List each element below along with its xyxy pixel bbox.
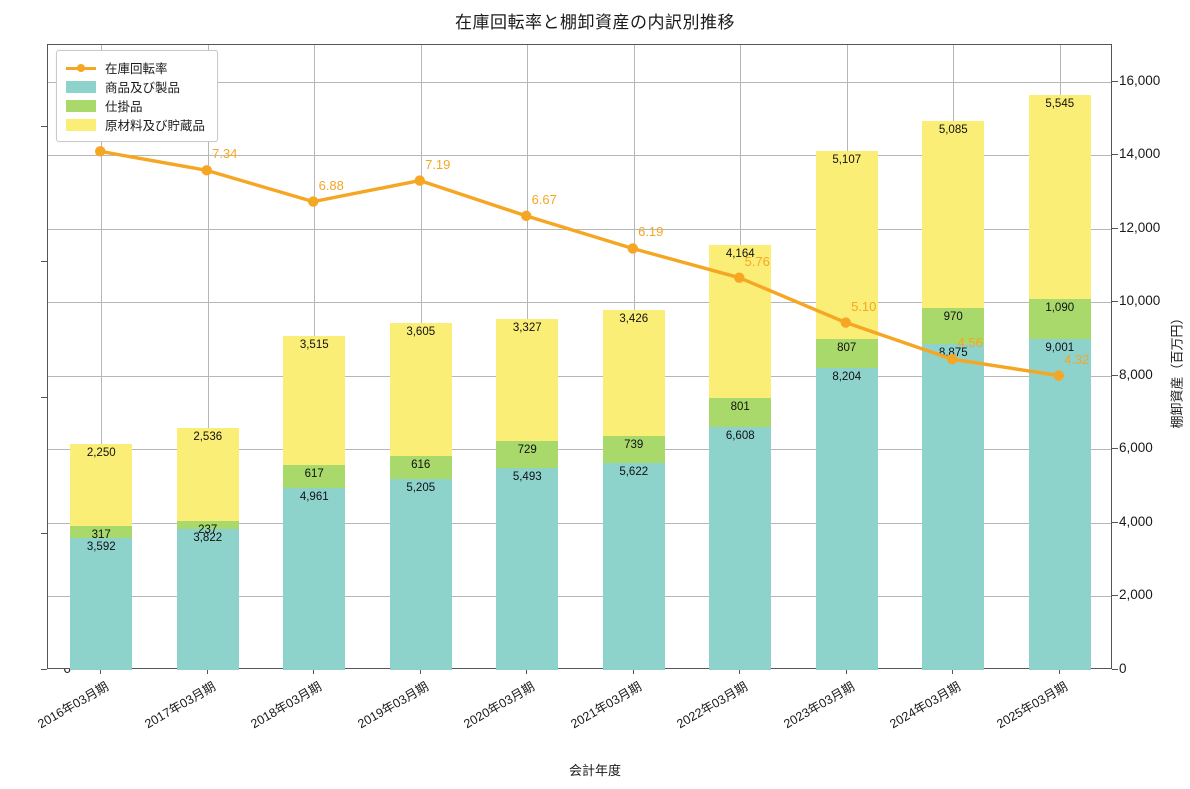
legend-swatch <box>66 99 96 112</box>
bar-segment[interactable] <box>70 526 133 538</box>
bar-segment[interactable] <box>176 529 239 670</box>
x-axis-label: 会計年度 <box>568 763 621 778</box>
x-tickmark <box>952 669 954 674</box>
x-tick-label: 2025年03月期 <box>994 679 1070 732</box>
legend-item[interactable]: 原材料及び貯蔵品 <box>66 115 205 134</box>
y-tick-right: 6,000 <box>1119 440 1153 456</box>
legend-swatch <box>66 118 96 131</box>
gridline-horizontal <box>48 449 1111 451</box>
y-tickmark-right <box>1112 374 1118 376</box>
x-tick-label: 2019年03月期 <box>355 679 431 732</box>
bar-segment[interactable] <box>389 455 452 479</box>
bar-segment[interactable] <box>922 121 985 309</box>
y-tickmark-right <box>1112 301 1118 303</box>
y-tickmark-left <box>41 669 47 670</box>
legend-line-icon <box>66 62 96 74</box>
line-value-label: 6.67 <box>531 191 557 207</box>
bar-segment[interactable] <box>283 487 346 670</box>
bar-segment[interactable] <box>70 443 133 527</box>
bar-segment[interactable] <box>709 397 772 428</box>
x-tickmark <box>526 669 528 674</box>
legend-label: 原材料及び貯蔵品 <box>105 119 206 133</box>
legend-item[interactable]: 仕掛品 <box>66 96 205 115</box>
x-tickmark <box>313 669 315 674</box>
line-value-label: 6.19 <box>638 224 664 240</box>
bar-segment[interactable] <box>389 323 452 456</box>
y-tick-right: 14,000 <box>1119 146 1161 162</box>
y-tickmark-left <box>41 261 47 263</box>
bar-segment[interactable] <box>1028 299 1091 340</box>
x-tick-label: 2018年03月期 <box>248 679 325 732</box>
line-value-label: 5.10 <box>851 298 877 314</box>
y-tickmark-left <box>41 397 47 399</box>
bar-segment[interactable] <box>283 335 346 465</box>
x-tick-label: 2017年03月期 <box>142 679 218 732</box>
bar-segment[interactable] <box>70 537 133 670</box>
bar-segment[interactable] <box>496 441 559 469</box>
y-tickmark-left <box>41 125 47 127</box>
bar-segment[interactable] <box>496 318 559 442</box>
bar-segment[interactable] <box>602 463 665 670</box>
y-tick-right: 2,000 <box>1119 587 1153 603</box>
y-tickmark-right <box>1112 595 1118 597</box>
legend-swatch <box>66 80 96 93</box>
x-tickmark <box>419 669 421 674</box>
bar-segment[interactable] <box>1028 95 1091 299</box>
y-tick-right: 4,000 <box>1119 513 1153 529</box>
line-value-label: 4.56 <box>957 335 983 351</box>
x-tick-label: 2021年03月期 <box>568 679 644 732</box>
line-value-label: 5.76 <box>744 253 770 269</box>
y-tick-right: 0 <box>1119 661 1127 676</box>
y-tick-right: 8,000 <box>1119 366 1153 382</box>
chart-title: 在庫回転率と棚卸資産の内訳別推移 <box>455 13 735 32</box>
y-tick-right: 10,000 <box>1119 293 1161 309</box>
chart-legend: 在庫回転率商品及び製品 仕掛品原材料及び貯蔵品 <box>56 50 219 142</box>
bar-segment[interactable] <box>176 427 239 521</box>
x-tick-label: 2016年03月期 <box>35 679 112 732</box>
legend-item[interactable]: 在庫回転率 <box>66 58 205 77</box>
bar-segment[interactable] <box>815 368 878 670</box>
bar-segment[interactable] <box>389 478 452 670</box>
x-tick-label: 2023年03月期 <box>781 679 857 732</box>
legend-item[interactable]: 商品及び製品 <box>66 77 205 96</box>
bar-segment[interactable] <box>815 338 878 369</box>
y-tickmark-right <box>1112 521 1118 523</box>
x-tick-label: 2024年03月期 <box>887 679 964 732</box>
y-tickmark-right <box>1112 80 1118 82</box>
bar-segment[interactable] <box>283 464 346 488</box>
y-tickmark-right <box>1112 669 1118 670</box>
line-value-label: 7.19 <box>425 156 451 172</box>
x-tickmark <box>845 669 847 674</box>
bar-segment[interactable] <box>176 520 239 530</box>
y-tickmark-right <box>1112 448 1118 450</box>
line-value-label: 6.88 <box>318 177 344 193</box>
bar-segment[interactable] <box>496 468 559 670</box>
x-tickmark <box>632 669 634 674</box>
x-tick-label: 2022年03月期 <box>674 679 751 732</box>
bar-segment[interactable] <box>602 436 665 464</box>
y-tickmark-right <box>1112 227 1118 229</box>
bar-segment[interactable] <box>922 343 985 670</box>
line-value-label: 7.34 <box>212 146 238 162</box>
legend-label: 仕掛品 <box>105 100 143 114</box>
line-value-label: 4.32 <box>1064 351 1090 367</box>
x-tickmark <box>100 669 102 674</box>
bar-segment[interactable] <box>1028 339 1091 670</box>
bar-segment[interactable] <box>602 310 665 437</box>
legend-label: 商品及び製品 <box>105 81 181 95</box>
y-tickmark-right <box>1112 154 1118 156</box>
gridline-horizontal <box>48 522 1111 524</box>
x-tickmark <box>206 669 208 674</box>
y-tick-right: 16,000 <box>1119 72 1161 88</box>
x-tickmark <box>1058 669 1060 674</box>
legend-label: 在庫回転率 <box>105 62 168 76</box>
bar-segment[interactable] <box>709 427 772 670</box>
y-tickmark-left <box>41 533 47 535</box>
gridline-horizontal <box>48 81 1111 83</box>
x-tick-label: 2020年03月期 <box>461 679 538 732</box>
gridline-horizontal <box>48 596 1111 598</box>
y-tick-right: 12,000 <box>1119 219 1161 235</box>
x-tickmark <box>739 669 741 674</box>
